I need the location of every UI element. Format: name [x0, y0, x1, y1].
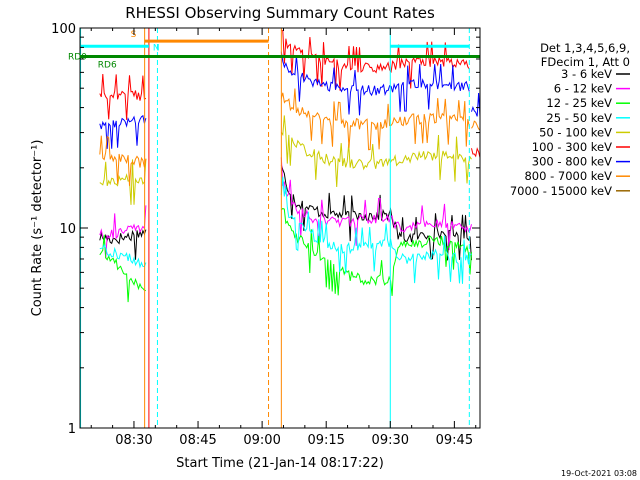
series-line-50-100keV	[99, 158, 147, 205]
y-tick-label: 10	[59, 222, 76, 237]
x-tick-label: 08:30	[115, 433, 152, 448]
y-tick-label: 100	[51, 22, 76, 37]
x-tick-label: 09:30	[372, 433, 409, 448]
legend-label: 800 - 7000 keV	[524, 169, 612, 183]
status-bar-label-3: RD0	[68, 53, 87, 63]
status-bar-label-1: N	[153, 43, 160, 53]
x-axis-label: Start Time (21-Jan-14 08:17:22)	[176, 456, 384, 471]
legend-label: 12 - 25 keV	[546, 96, 612, 110]
status-bar-label-4: RD6	[98, 61, 117, 71]
x-tick-label: 09:45	[436, 433, 473, 448]
series-line-12-25keV	[280, 207, 472, 296]
legend-header-line: Det 1,3,4,5,6,9,	[540, 41, 630, 55]
series-line-6-12keV	[280, 157, 472, 251]
series-line-3-6keV	[99, 229, 147, 260]
series-line-25-50keV	[99, 243, 147, 269]
series-line-800-7000keV	[99, 135, 147, 186]
series-line-100-300keV	[99, 73, 147, 120]
footer-timestamp: 19-Oct-2021 03:08	[561, 469, 637, 478]
series-line-300-800keV	[280, 51, 470, 116]
series-line-800-7000keV	[280, 88, 470, 151]
series-line-25-50keV	[280, 176, 472, 284]
x-tick-label: 09:00	[243, 433, 280, 448]
x-tick-label: 08:45	[179, 433, 216, 448]
legend-label: 6 - 12 keV	[554, 82, 612, 96]
legend-header-line: FDecim 1, Att 0	[541, 55, 630, 69]
series-line-300-800keV	[99, 114, 147, 149]
legend-label: 25 - 50 keV	[546, 111, 612, 125]
legend-label: 100 - 300 keV	[532, 140, 612, 154]
legend-label: 300 - 800 keV	[532, 155, 612, 169]
series-line-50-100keV	[280, 115, 472, 188]
series-line-800-7000keV	[471, 120, 480, 131]
legend-label: 3 - 6 keV	[561, 67, 612, 81]
plot-frame	[79, 27, 481, 429]
chart-title: RHESSI Observing Summary Count Rates	[125, 4, 435, 22]
legend-label: 7000 - 15000 keV	[510, 184, 612, 198]
series-line-100-300keV	[281, 29, 470, 91]
status-bar-label-0: S	[131, 30, 137, 40]
series-line-12-25keV	[99, 234, 147, 303]
x-tick-label: 09:15	[307, 433, 344, 448]
series-line-100-300keV	[471, 147, 480, 158]
legend-label: 50 - 100 keV	[539, 125, 612, 139]
series-line-6-12keV	[99, 205, 147, 259]
y-axis-label: Count Rate (s⁻¹ detector⁻¹)	[30, 140, 45, 317]
series-line-3-6keV	[280, 164, 472, 261]
y-tick-label: 1	[68, 422, 76, 437]
series-line-300-800keV	[471, 92, 480, 117]
